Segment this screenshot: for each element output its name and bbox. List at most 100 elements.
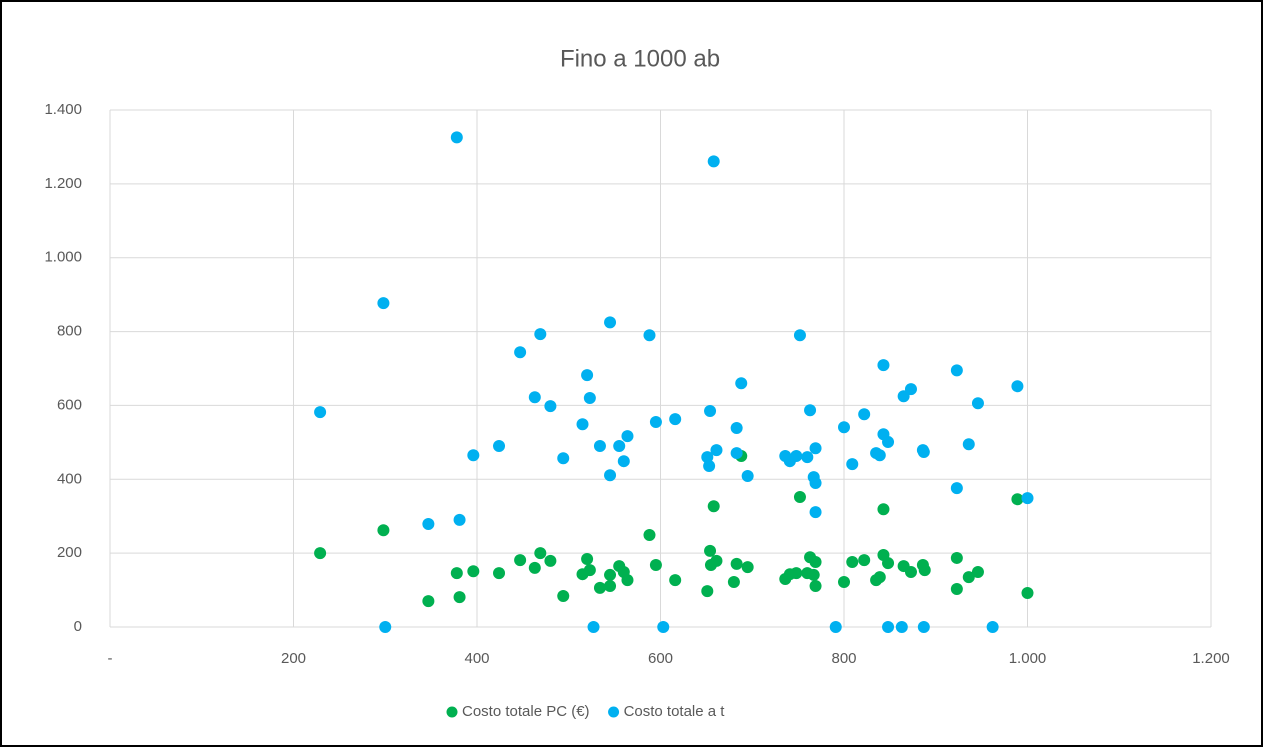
data-point bbox=[710, 444, 723, 457]
data-point bbox=[704, 544, 717, 557]
data-point bbox=[583, 392, 596, 405]
data-point bbox=[882, 621, 895, 633]
x-tick-label: 800 bbox=[831, 650, 856, 667]
data-point bbox=[379, 621, 392, 633]
y-tick-label: 1.000 bbox=[44, 249, 82, 266]
data-point bbox=[790, 450, 803, 463]
data-point bbox=[873, 571, 886, 584]
data-point bbox=[593, 440, 606, 453]
data-point bbox=[643, 329, 656, 342]
data-point bbox=[669, 413, 682, 426]
y-tick-label: 400 bbox=[57, 470, 82, 487]
data-point bbox=[604, 316, 617, 329]
data-point bbox=[741, 469, 754, 482]
x-tick-label: 1.000 bbox=[1009, 650, 1047, 667]
data-point bbox=[873, 449, 886, 462]
data-point bbox=[534, 547, 547, 560]
data-point bbox=[730, 447, 743, 460]
data-point bbox=[882, 435, 895, 448]
data-point bbox=[877, 359, 890, 372]
data-point bbox=[807, 568, 820, 581]
data-point bbox=[917, 621, 930, 633]
data-point bbox=[377, 524, 390, 537]
data-point bbox=[707, 155, 720, 168]
data-point bbox=[809, 580, 822, 593]
data-point bbox=[453, 591, 466, 604]
data-point bbox=[613, 440, 626, 453]
data-point bbox=[314, 547, 327, 560]
data-point bbox=[604, 469, 617, 482]
data-point bbox=[514, 554, 527, 567]
data-point bbox=[581, 369, 594, 382]
data-point bbox=[604, 568, 617, 581]
y-tick-label: 600 bbox=[57, 396, 82, 413]
x-tick-label: - bbox=[108, 650, 113, 667]
data-point bbox=[669, 574, 682, 587]
data-point bbox=[882, 557, 895, 570]
legend-marker bbox=[446, 706, 458, 718]
data-point bbox=[1021, 492, 1034, 505]
data-point bbox=[377, 297, 390, 310]
data-point bbox=[701, 585, 714, 598]
data-point bbox=[809, 476, 822, 489]
data-point bbox=[950, 482, 963, 495]
data-point bbox=[528, 391, 541, 404]
data-point bbox=[838, 575, 850, 588]
data-point bbox=[493, 440, 506, 453]
data-point bbox=[904, 383, 917, 396]
x-tick-label: 400 bbox=[464, 650, 489, 667]
data-point bbox=[557, 589, 570, 602]
data-point bbox=[703, 459, 716, 472]
data-point bbox=[453, 513, 466, 526]
data-point bbox=[583, 564, 596, 577]
data-point bbox=[710, 554, 723, 567]
data-point bbox=[793, 491, 806, 504]
data-point bbox=[467, 565, 480, 578]
data-point bbox=[801, 451, 814, 464]
data-point bbox=[730, 557, 743, 570]
x-tick-label: 200 bbox=[281, 650, 306, 667]
data-point bbox=[467, 449, 480, 462]
data-point bbox=[576, 418, 589, 431]
x-tick-label: 1.200 bbox=[1192, 650, 1230, 667]
data-point bbox=[604, 580, 617, 593]
data-point bbox=[877, 503, 890, 516]
data-point bbox=[422, 517, 435, 530]
data-point bbox=[1011, 380, 1024, 393]
x-tick-label: 600 bbox=[648, 650, 673, 667]
data-point bbox=[314, 406, 327, 419]
data-point bbox=[962, 438, 975, 451]
y-tick-label: 200 bbox=[57, 544, 82, 561]
data-point bbox=[557, 452, 570, 465]
data-point bbox=[617, 455, 630, 468]
data-point bbox=[649, 416, 662, 429]
data-point bbox=[1021, 587, 1034, 600]
data-point bbox=[450, 567, 463, 580]
data-point bbox=[846, 458, 859, 471]
y-tick-label: 1.200 bbox=[44, 175, 82, 192]
data-point bbox=[809, 442, 822, 455]
data-point bbox=[587, 621, 600, 633]
data-point bbox=[858, 408, 871, 421]
data-point bbox=[986, 621, 999, 633]
data-point bbox=[971, 397, 984, 410]
data-point bbox=[971, 565, 984, 578]
data-point bbox=[534, 328, 547, 341]
data-point bbox=[962, 571, 975, 584]
data-point bbox=[643, 529, 656, 542]
data-point bbox=[730, 421, 743, 434]
data-point bbox=[1011, 493, 1024, 506]
y-tick-label: 0 bbox=[74, 618, 82, 635]
data-point bbox=[544, 400, 557, 413]
legend-marker bbox=[608, 706, 620, 718]
data-point bbox=[621, 430, 634, 443]
data-point bbox=[493, 567, 506, 580]
data-point bbox=[514, 346, 527, 359]
data-point bbox=[918, 564, 931, 577]
data-point bbox=[950, 364, 963, 377]
legend-label: Costo totale PC (€) bbox=[462, 703, 590, 720]
data-point bbox=[528, 561, 541, 574]
